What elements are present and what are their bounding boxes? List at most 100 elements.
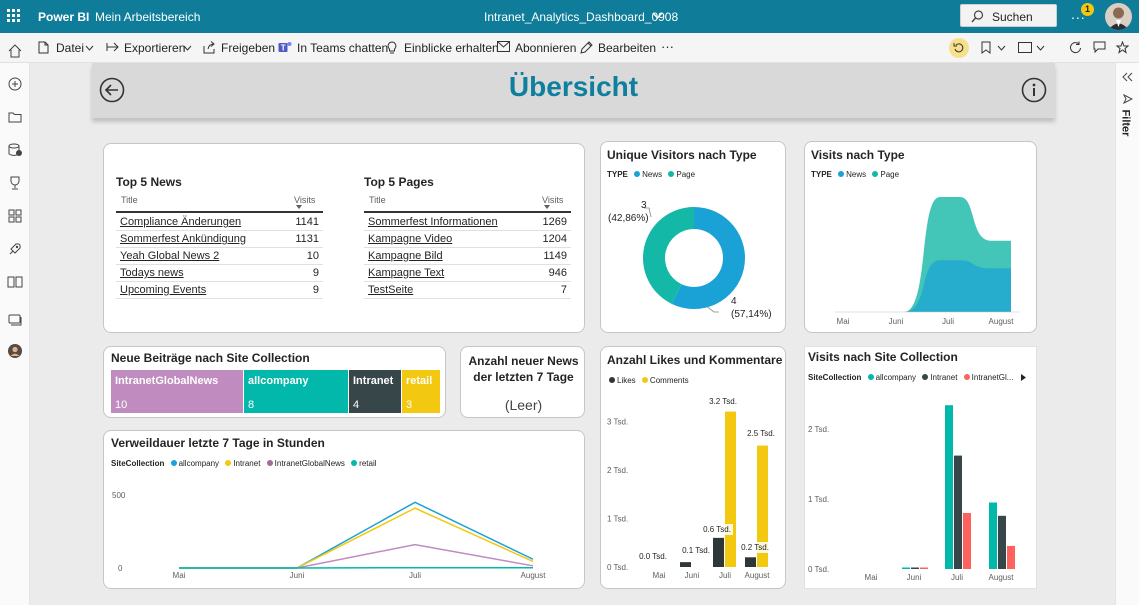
- legend-news[interactable]: News: [846, 170, 867, 179]
- bar-allcompany[interactable]: [902, 567, 910, 570]
- area-news[interactable]: [904, 260, 1011, 312]
- report-title[interactable]: Intranet_Analytics_Dashboard_0908: [484, 10, 679, 24]
- top-news-col-title[interactable]: Title: [121, 195, 138, 205]
- bar-intranetgl[interactable]: [1007, 545, 1015, 569]
- top-pages-col-visits[interactable]: Visits: [542, 195, 564, 205]
- freigeben-button[interactable]: Freigeben: [221, 41, 276, 55]
- table-row[interactable]: Todays news 9: [116, 265, 323, 282]
- learn-icon[interactable]: [7, 274, 23, 290]
- edit-button[interactable]: Bearbeiten: [598, 41, 657, 55]
- refresh-icon[interactable]: [1069, 41, 1082, 54]
- avatar[interactable]: [1105, 3, 1132, 30]
- reset-button[interactable]: [949, 38, 969, 58]
- subscribe-button[interactable]: Abonnieren: [515, 41, 577, 55]
- exportieren-button[interactable]: Exportieren: [124, 41, 186, 55]
- bar-allcompany[interactable]: [945, 405, 953, 569]
- line-allcompany[interactable]: [179, 501, 534, 569]
- teams-chat-button[interactable]: In Teams chatten: [297, 41, 389, 55]
- legend-likes[interactable]: Likes: [617, 376, 636, 385]
- area-chart[interactable]: Mai Juni Juli August: [805, 142, 1038, 334]
- search-box[interactable]: Suchen: [960, 4, 1057, 27]
- chevron-down-icon[interactable]: [183, 45, 192, 51]
- table-row[interactable]: Kampagne Video 1204: [364, 231, 571, 248]
- data-label-bg[interactable]: [707, 396, 739, 407]
- notification-badge[interactable]: 1: [1081, 3, 1094, 16]
- insights-button[interactable]: Einblicke erhalten: [404, 41, 499, 55]
- my-workspace-icon[interactable]: [7, 343, 23, 359]
- bookmark-icon[interactable]: [981, 41, 991, 54]
- anzahl-news-card[interactable]: Anzahl neuer News der letzten 7 Tage (Le…: [460, 346, 585, 418]
- treemap-cell-allcompany[interactable]: allcompany 8: [244, 370, 348, 413]
- deployment-icon[interactable]: [7, 241, 23, 257]
- row-title[interactable]: TestSeite: [368, 284, 414, 296]
- apps-icon[interactable]: [7, 208, 23, 224]
- sort-desc-icon[interactable]: [544, 205, 550, 209]
- triangle-right-icon[interactable]: [1021, 374, 1026, 381]
- sort-desc-icon[interactable]: [296, 205, 302, 209]
- unique-visitors-card[interactable]: Unique Visitors nach Type TYPE News Page…: [600, 141, 786, 333]
- chevron-down-icon[interactable]: [652, 12, 663, 20]
- row-title[interactable]: Kampagne Video: [368, 233, 453, 245]
- bar-comments[interactable]: [757, 445, 768, 567]
- legend-page[interactable]: Page: [880, 170, 900, 179]
- donut-slice-news[interactable]: [643, 207, 694, 304]
- treemap-cell-intranetglobalnews[interactable]: IntranetGlobalNews 10: [111, 370, 243, 413]
- bar-intranetgl[interactable]: [920, 567, 928, 570]
- row-title[interactable]: Compliance Änderungen: [120, 216, 242, 228]
- legend-intranetglobalnews[interactable]: IntranetGlobalNews: [274, 459, 345, 468]
- comment-icon[interactable]: [1093, 41, 1106, 53]
- verweildauer-card[interactable]: Verweildauer letzte 7 Tage in Stunden Si…: [103, 430, 585, 589]
- top-pages-col-title[interactable]: Title: [369, 195, 386, 205]
- datei-button[interactable]: Datei: [56, 41, 85, 55]
- table-row[interactable]: TestSeite 7: [364, 282, 571, 299]
- likes-column-chart[interactable]: 0 Tsd. 1 Tsd. 2 Tsd. 3 Tsd. Mai Juni Juli Augus…: [601, 347, 787, 590]
- back-arrow-icon[interactable]: [99, 77, 125, 103]
- data-label-bg[interactable]: [637, 551, 669, 562]
- table-row[interactable]: Upcoming Events 9: [116, 282, 323, 299]
- legend-news[interactable]: News: [642, 170, 663, 179]
- row-title[interactable]: Sommerfest Ankündigung: [120, 233, 246, 245]
- browse-icon[interactable]: [7, 109, 23, 125]
- row-title[interactable]: Yeah Global News 2: [120, 250, 220, 262]
- bar-likes[interactable]: [680, 562, 691, 567]
- workspace-link[interactable]: Mein Arbeitsbereich: [95, 10, 201, 24]
- app-name[interactable]: Power BI: [38, 10, 90, 24]
- legend-intranet[interactable]: Intranet: [930, 373, 958, 382]
- legend-comments[interactable]: Comments: [649, 376, 689, 385]
- collapse-icon[interactable]: [1122, 72, 1133, 82]
- chevron-down-icon[interactable]: [1036, 45, 1045, 51]
- line-intranet[interactable]: [179, 507, 534, 569]
- data-label-bg[interactable]: [745, 428, 777, 439]
- likes-kommentare-card[interactable]: Anzahl Likes und Kommentare Likes Commen…: [600, 346, 786, 589]
- legend-allcompany[interactable]: allcompany: [875, 373, 917, 382]
- neue-beitraege-card[interactable]: Neue Beiträge nach Site Collection Intra…: [103, 346, 446, 418]
- row-title[interactable]: Kampagne Bild: [368, 250, 443, 262]
- overflow-menu-button[interactable]: ···: [661, 39, 674, 54]
- filter-pane[interactable]: Filter: [1115, 63, 1139, 605]
- table-row[interactable]: Kampagne Bild 1149: [364, 248, 571, 265]
- treemap-cell-retail[interactable]: retail 3: [402, 370, 440, 413]
- site-column-chart[interactable]: 0 Tsd. 1 Tsd. 2 Tsd. Mai Juni Juli August: [805, 347, 1038, 590]
- visits-by-type-card[interactable]: Visits nach Type TYPE News Page Mai Juni J…: [804, 141, 1037, 333]
- table-row[interactable]: Compliance Änderungen 1141: [116, 214, 323, 231]
- datahub-icon[interactable]: [7, 142, 23, 158]
- legend-retail[interactable]: retail: [359, 459, 377, 468]
- workspaces-icon[interactable]: [7, 312, 23, 328]
- donut-slice-page[interactable]: [671, 207, 745, 309]
- line-chart[interactable]: 500 0 Mai Juni Juli August: [104, 431, 586, 590]
- legend-intranetglobal[interactable]: IntranetGl...: [971, 373, 1014, 382]
- bar-comments[interactable]: [725, 411, 736, 567]
- app-launcher-icon[interactable]: [7, 9, 21, 23]
- table-row[interactable]: Kampagne Text 946: [364, 265, 571, 282]
- top-news-col-visits[interactable]: Visits: [294, 195, 316, 205]
- row-title[interactable]: Todays news: [120, 267, 184, 279]
- chevron-down-icon[interactable]: [997, 45, 1006, 51]
- row-title[interactable]: Kampagne Text: [368, 267, 445, 279]
- data-label-bg[interactable]: [739, 542, 771, 553]
- legend-allcompany[interactable]: allcompany: [178, 459, 220, 468]
- donut-chart[interactable]: [601, 142, 787, 334]
- view-icon[interactable]: [1018, 42, 1032, 53]
- goals-icon[interactable]: [7, 175, 23, 191]
- bar-likes[interactable]: [745, 557, 756, 567]
- create-icon[interactable]: [7, 76, 23, 92]
